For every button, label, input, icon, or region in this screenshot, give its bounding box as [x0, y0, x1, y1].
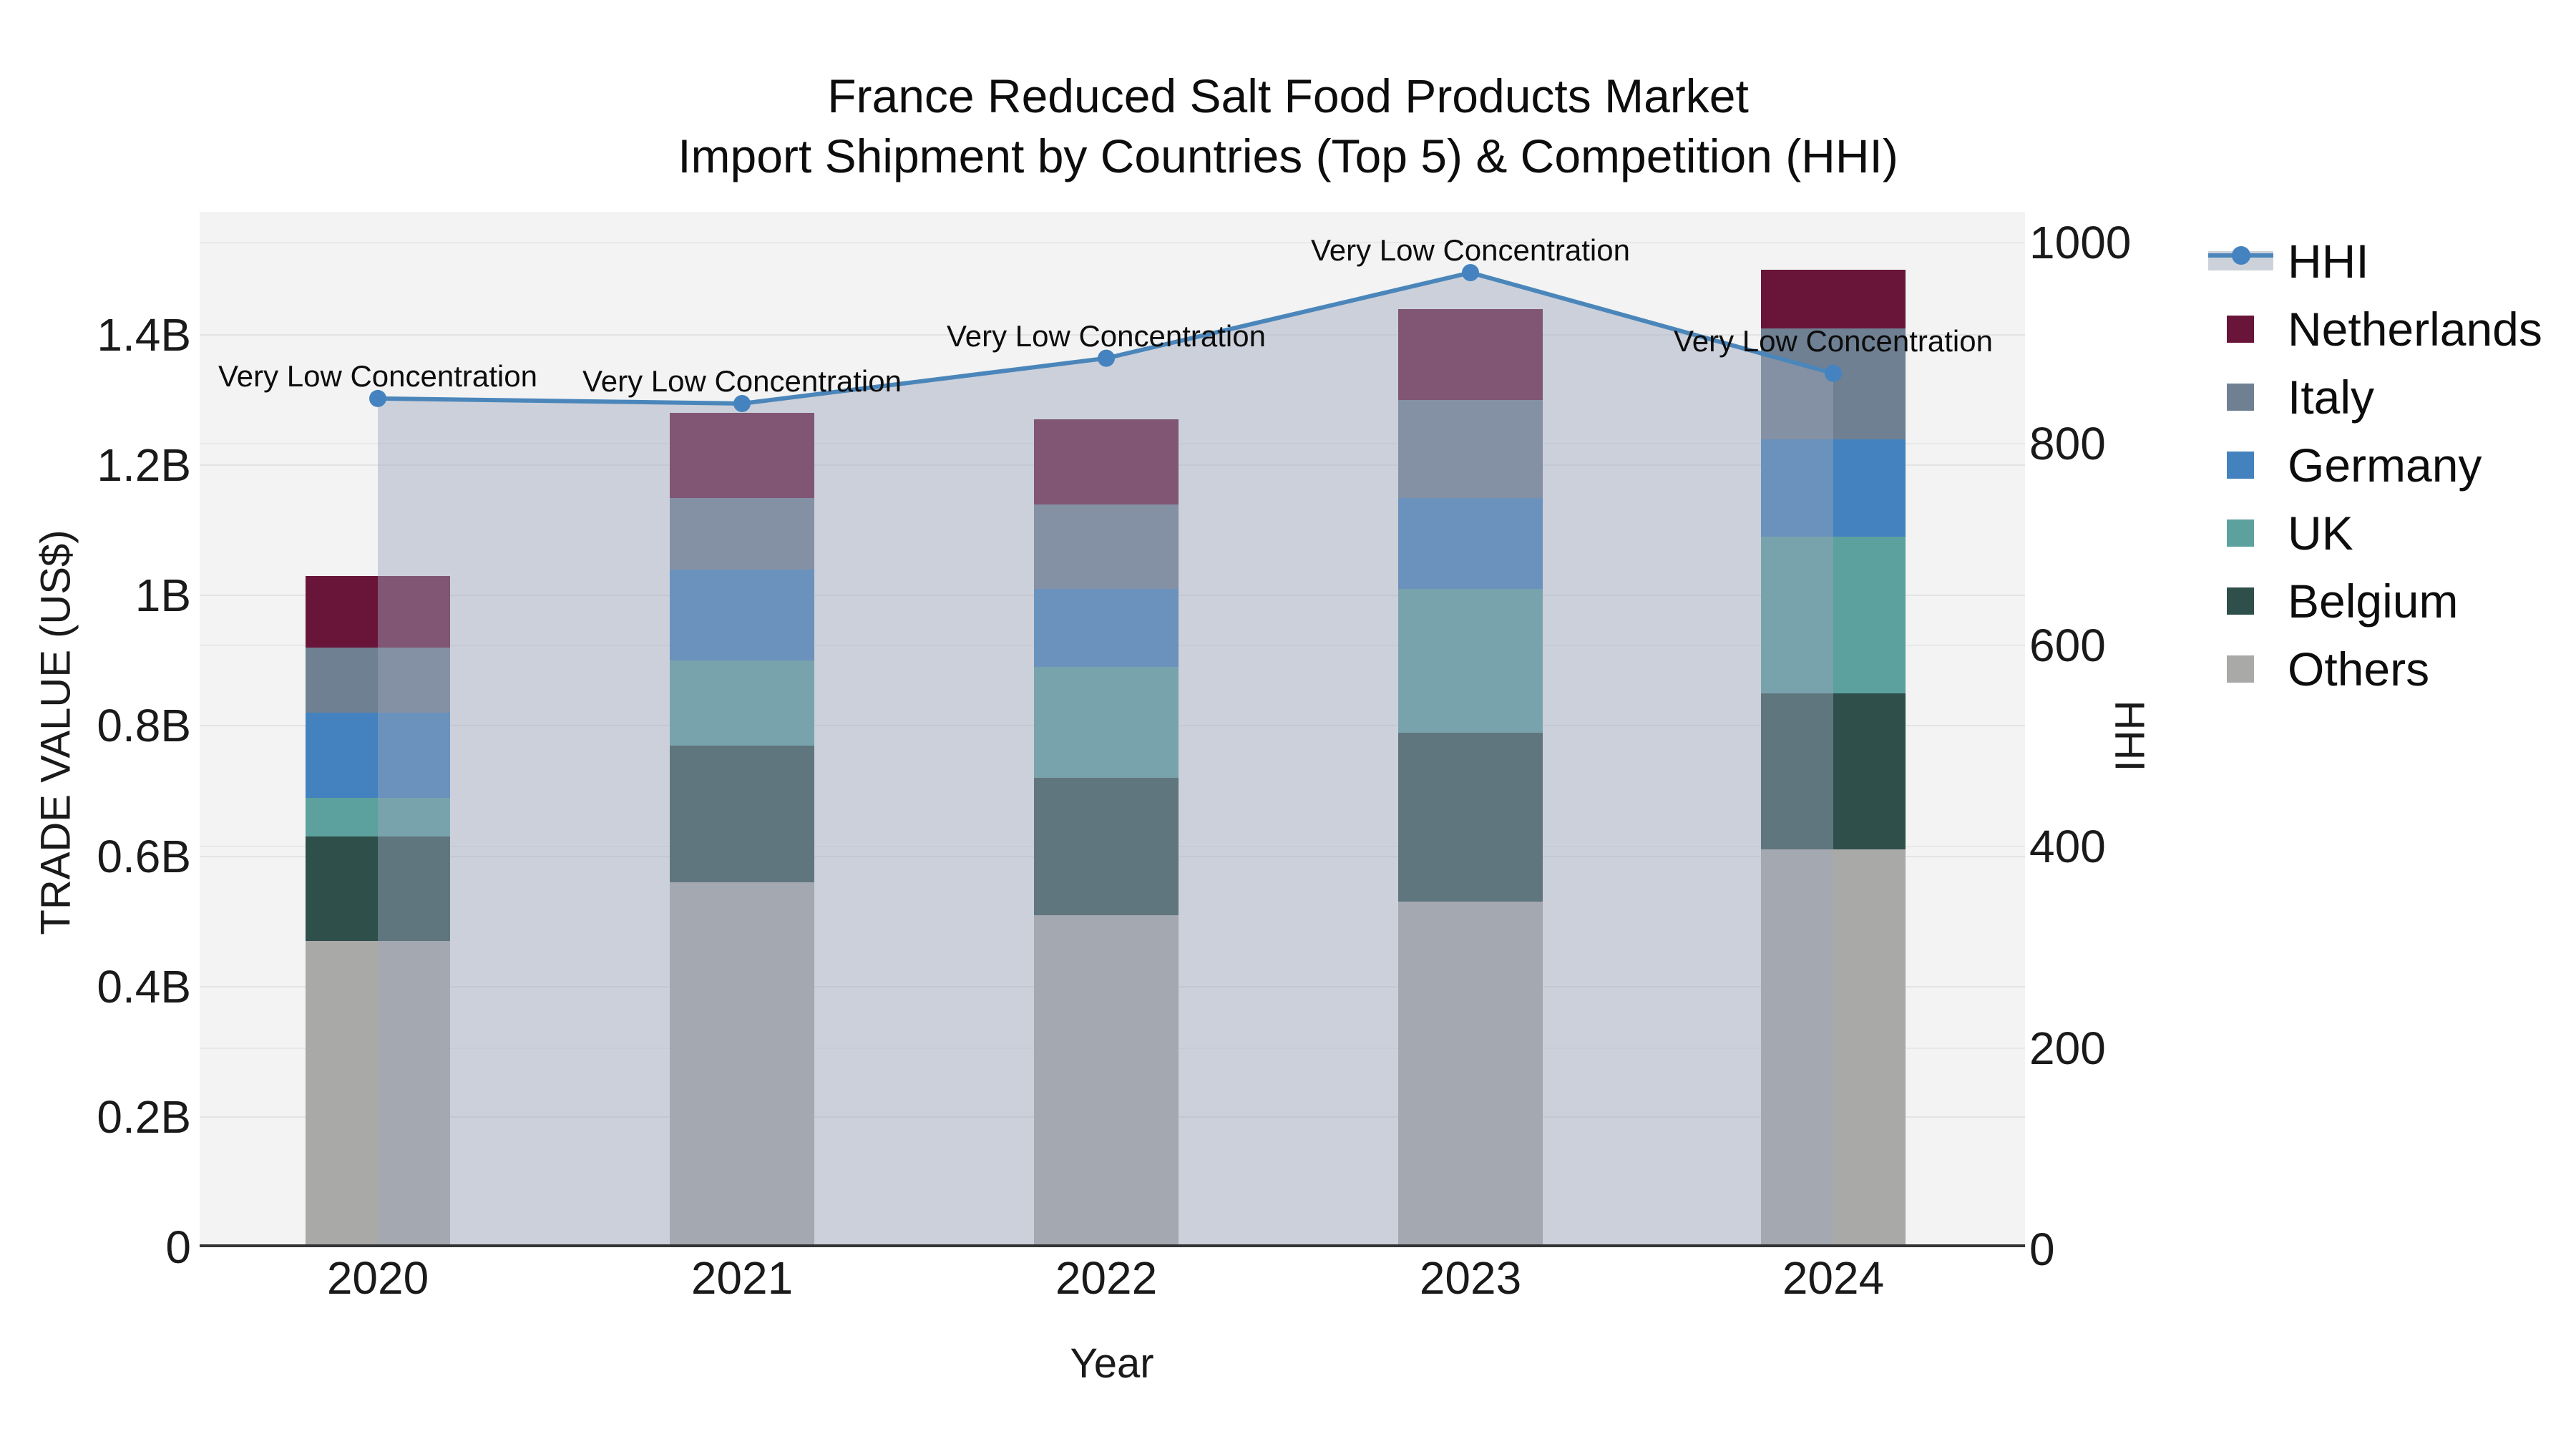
bar-segment-uk-2022[interactable] — [1034, 667, 1179, 779]
legend-item-uk[interactable]: UK — [2208, 499, 2573, 567]
bar-segment-italy-2024[interactable] — [1761, 328, 1906, 439]
legend-swatch-netherlands — [2227, 316, 2254, 343]
y-tick-0.4B: 0.4B — [97, 960, 191, 1013]
gridline-right — [200, 241, 2025, 243]
y2-tick-600: 600 — [2029, 619, 2106, 671]
y-tick-1.4B: 1.4B — [97, 309, 191, 361]
bar-segment-germany-2024[interactable] — [1761, 439, 1906, 537]
chart-title-line1: France Reduced Salt Food Products Market — [827, 69, 1749, 122]
bar-segment-germany-2021[interactable] — [670, 569, 814, 661]
bar-segment-netherlands-2022[interactable] — [1034, 419, 1179, 504]
hhi-marker-2020[interactable] — [369, 389, 386, 407]
bar-segment-netherlands-2020[interactable] — [306, 575, 450, 648]
legend: HHI Netherlands Italy Germany UK Belgium Other… — [2208, 228, 2573, 703]
bar-segment-uk-2024[interactable] — [1761, 537, 1906, 693]
y2-tick-400: 400 — [2029, 821, 2106, 873]
legend-label-netherlands: Netherlands — [2288, 303, 2542, 356]
plot-area: Very Low Concentration Very Low Concentra… — [200, 212, 2025, 1247]
legend-label-germany: Germany — [2288, 439, 2482, 492]
x-tick-2020: 2020 — [326, 1252, 429, 1304]
x-tick-2024: 2024 — [1782, 1252, 1885, 1304]
bar-segment-netherlands-2021[interactable] — [670, 413, 814, 498]
bar-segment-netherlands-2023[interactable] — [1398, 308, 1543, 401]
legend-label-belgium: Belgium — [2288, 575, 2459, 628]
bar-segment-others-2023[interactable] — [1398, 902, 1543, 1247]
legend-label-hhi: HHI — [2288, 235, 2369, 288]
bar-segment-italy-2023[interactable] — [1398, 400, 1543, 498]
legend-item-hhi[interactable]: HHI — [2208, 228, 2573, 296]
hhi-area-fill — [378, 273, 1833, 1246]
bar-segment-belgium-2023[interactable] — [1398, 732, 1543, 902]
bar-segment-others-2021[interactable] — [670, 882, 814, 1247]
y2-tick-0: 0 — [2029, 1224, 2055, 1275]
legend-label-uk: UK — [2288, 507, 2353, 560]
x-axis-line — [200, 1244, 2025, 1247]
y-tick-0: 0 — [165, 1221, 191, 1273]
bar-segment-italy-2021[interactable] — [670, 497, 814, 570]
y-tick-0.2B: 0.2B — [97, 1091, 191, 1143]
bar-segment-uk-2020[interactable] — [306, 797, 450, 837]
y-tick-0.8B: 0.8B — [97, 700, 191, 752]
bar-segment-italy-2020[interactable] — [306, 648, 450, 713]
legend-label-others: Others — [2288, 643, 2430, 696]
legend-swatch-italy — [2227, 384, 2254, 411]
legend-swatch-belgium — [2227, 587, 2254, 615]
hhi-marker-2022[interactable] — [1098, 349, 1115, 367]
bar-segment-others-2022[interactable] — [1034, 914, 1179, 1247]
bar-segment-belgium-2021[interactable] — [670, 745, 814, 882]
annotation-2022: Very Low Concentration — [947, 318, 1266, 353]
y-tick-0.6B: 0.6B — [97, 830, 191, 882]
gridline-left — [200, 334, 2025, 336]
annotation-2020: Very Low Concentration — [218, 358, 537, 393]
bar-segment-uk-2021[interactable] — [670, 660, 814, 746]
bar-segment-germany-2022[interactable] — [1034, 589, 1179, 668]
y2-axis-ticks: 0 200 400 600 800 1000 — [2029, 0, 2316, 1449]
annotation-2024: Very Low Concentration — [1674, 323, 1993, 358]
hhi-line-layer — [369, 264, 1842, 1246]
y-axis-ticks: 0 0.2B 0.4B 0.6B 0.8B 1B 1.2B 1.4B — [0, 0, 191, 1449]
legend-item-germany[interactable]: Germany — [2208, 431, 2573, 499]
bar-segment-germany-2023[interactable] — [1398, 497, 1543, 590]
annotation-2023: Very Low Concentration — [1311, 233, 1630, 268]
x-tick-2021: 2021 — [691, 1252, 794, 1304]
x-tick-2023: 2023 — [1419, 1252, 1522, 1304]
legend-swatch-germany — [2227, 452, 2254, 479]
legend-item-netherlands[interactable]: Netherlands — [2208, 296, 2573, 364]
y2-tick-1000: 1000 — [2029, 216, 2132, 268]
legend-item-others[interactable]: Others — [2208, 635, 2573, 703]
x-tick-2022: 2022 — [1055, 1252, 1158, 1304]
y2-tick-800: 800 — [2029, 418, 2106, 470]
bar-segment-germany-2020[interactable] — [306, 713, 450, 798]
chart-title-line2: Import Shipment by Countries (Top 5) & C… — [678, 130, 1898, 182]
bar-segment-belgium-2020[interactable] — [306, 836, 450, 941]
bar-segment-uk-2023[interactable] — [1398, 589, 1543, 733]
bar-segment-netherlands-2024[interactable] — [1761, 269, 1906, 328]
legend-marker-dot — [2232, 246, 2250, 265]
legend-swatch-others — [2227, 655, 2254, 683]
y-tick-1.2B: 1.2B — [97, 439, 191, 492]
legend-swatch-uk — [2227, 519, 2254, 547]
bar-segment-italy-2022[interactable] — [1034, 504, 1179, 590]
legend-item-belgium[interactable]: Belgium — [2208, 567, 2573, 635]
annotation-2021: Very Low Concentration — [582, 364, 902, 398]
bar-segment-others-2020[interactable] — [306, 940, 450, 1247]
legend-label-italy: Italy — [2288, 371, 2375, 424]
x-axis-title: Year — [1070, 1340, 1154, 1387]
hhi-marker-2024[interactable] — [1825, 364, 1842, 382]
chart-title: France Reduced Salt Food Products Market… — [0, 66, 2576, 186]
bar-segment-belgium-2022[interactable] — [1034, 778, 1179, 915]
y-tick-1B: 1B — [135, 570, 191, 622]
hhi-marker-2021[interactable] — [733, 394, 751, 412]
bar-segment-others-2024[interactable] — [1761, 849, 1906, 1247]
legend-item-italy[interactable]: Italy — [2208, 364, 2573, 431]
bar-segment-belgium-2024[interactable] — [1761, 693, 1906, 850]
hhi-marker-2023[interactable] — [1462, 264, 1479, 282]
y2-tick-200: 200 — [2029, 1022, 2106, 1074]
